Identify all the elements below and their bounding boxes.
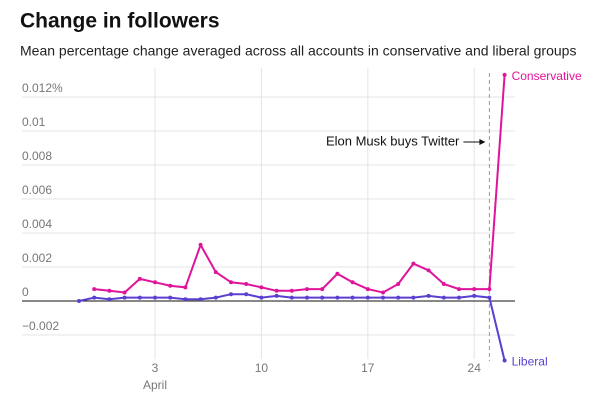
data-point bbox=[502, 72, 507, 77]
data-point bbox=[457, 295, 461, 300]
data-point bbox=[92, 287, 97, 292]
data-point bbox=[381, 295, 385, 300]
data-point bbox=[153, 295, 157, 300]
data-point bbox=[350, 295, 355, 300]
y-tick-label: 0.01 bbox=[22, 115, 46, 129]
data-point bbox=[122, 290, 127, 295]
data-point bbox=[411, 295, 416, 300]
x-tick-label: 17 bbox=[361, 361, 375, 375]
y-tick-label: −0.002 bbox=[22, 319, 59, 333]
data-point bbox=[168, 295, 173, 300]
chart-subtitle: Mean percentage change averaged across a… bbox=[20, 43, 576, 59]
x-tick-label: 24 bbox=[468, 361, 482, 375]
data-point bbox=[426, 268, 431, 273]
data-point bbox=[350, 280, 355, 285]
data-point bbox=[381, 290, 385, 295]
data-point bbox=[122, 295, 127, 300]
data-point bbox=[335, 295, 340, 300]
y-tick-label: 0.004 bbox=[22, 217, 52, 231]
data-point bbox=[365, 287, 370, 292]
y-tick-label: 0.008 bbox=[22, 149, 52, 163]
data-point bbox=[137, 295, 142, 300]
data-point bbox=[274, 288, 279, 293]
y-tick-label: 0.002 bbox=[22, 251, 52, 265]
data-point bbox=[487, 287, 492, 292]
data-point bbox=[289, 288, 294, 293]
series-line bbox=[78, 293, 506, 361]
data-point bbox=[229, 292, 233, 297]
data-point bbox=[472, 293, 477, 298]
data-point bbox=[320, 295, 325, 300]
x-tick-label: 10 bbox=[255, 361, 269, 375]
data-point bbox=[426, 293, 431, 298]
data-point bbox=[472, 287, 477, 292]
data-point bbox=[107, 297, 112, 302]
x-month-label: April bbox=[143, 378, 167, 392]
series-label: Conservative bbox=[512, 69, 582, 83]
data-point bbox=[274, 293, 279, 298]
data-point bbox=[153, 280, 157, 285]
data-point bbox=[244, 292, 249, 297]
x-tick-label: 3 bbox=[152, 361, 159, 375]
data-point bbox=[305, 295, 309, 300]
data-point bbox=[320, 287, 325, 292]
y-tick-label: 0 bbox=[22, 285, 29, 299]
data-point bbox=[168, 283, 173, 288]
data-point bbox=[335, 271, 340, 276]
data-point bbox=[259, 285, 264, 290]
series-label: Liberal bbox=[512, 355, 548, 369]
data-point bbox=[396, 295, 401, 300]
data-point bbox=[183, 285, 188, 290]
data-point bbox=[487, 295, 492, 300]
annotation-text: Elon Musk buys Twitter bbox=[326, 133, 460, 148]
y-tick-label: 0.006 bbox=[22, 183, 52, 197]
data-point bbox=[441, 282, 446, 286]
data-point bbox=[289, 295, 294, 300]
data-point bbox=[107, 288, 112, 293]
series-line bbox=[94, 74, 506, 294]
chart-title: Change in followers bbox=[20, 10, 220, 33]
data-point bbox=[229, 280, 233, 285]
data-point bbox=[198, 297, 203, 302]
data-point bbox=[396, 282, 401, 286]
annotation-arrowhead bbox=[479, 139, 486, 145]
data-point bbox=[92, 295, 97, 300]
data-point bbox=[457, 287, 461, 292]
data-point bbox=[365, 295, 370, 300]
data-point bbox=[198, 242, 203, 247]
data-point bbox=[244, 282, 249, 286]
y-tick-label: 0.012% bbox=[22, 81, 63, 95]
data-point bbox=[502, 358, 507, 363]
data-point bbox=[213, 270, 218, 275]
data-point bbox=[213, 295, 218, 300]
data-point bbox=[305, 287, 309, 292]
data-point bbox=[183, 297, 188, 302]
data-point bbox=[441, 295, 446, 300]
data-point bbox=[137, 276, 142, 281]
data-point bbox=[411, 261, 416, 266]
data-point bbox=[259, 295, 264, 300]
data-point bbox=[77, 299, 81, 303]
